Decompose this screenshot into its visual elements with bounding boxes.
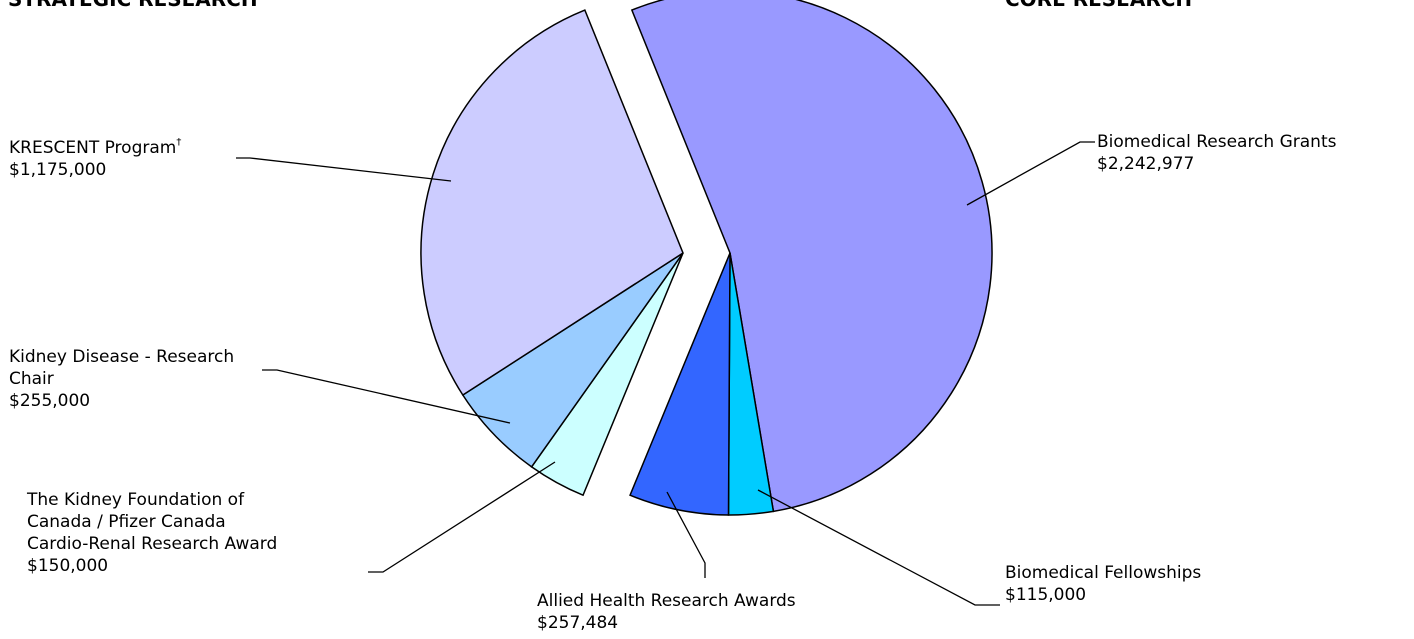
slice-label-2: Biomedical Fellowships $115,000 <box>1005 563 1201 605</box>
slice-label-3: Allied Health Research Awards $257,484 <box>537 591 796 633</box>
leader-lines <box>236 141 1095 606</box>
leader-line-2 <box>757 489 1000 606</box>
leader-line-3 <box>666 491 706 578</box>
slice-label-6: KRESCENT Program† $1,175,000 <box>9 137 181 180</box>
slice-label-4: The Kidney Foundation of Canada / Pfizer … <box>26 490 277 576</box>
pie-slice-3 <box>629 252 731 516</box>
slice-labels: Biomedical Research Grants $2,242,977 Biom… <box>9 132 1337 633</box>
pie-slice-6 <box>420 9 684 397</box>
group-header-strategic-research: STRATEGIC RESEARCH <box>8 0 258 11</box>
leader-line-4 <box>368 461 556 573</box>
pie-slices <box>420 0 993 516</box>
leader-line-1 <box>966 141 1095 206</box>
group-header-core-research: CORE RESEARCH <box>1005 0 1192 11</box>
slice-label-5: Kidney Disease - Research Chair $255,000 <box>9 347 234 411</box>
leader-line-6 <box>236 157 452 182</box>
leader-line-5 <box>262 369 511 424</box>
slice-label-1: Biomedical Research Grants $2,242,977 <box>1097 132 1337 174</box>
pie-slice-1 <box>630 0 993 513</box>
